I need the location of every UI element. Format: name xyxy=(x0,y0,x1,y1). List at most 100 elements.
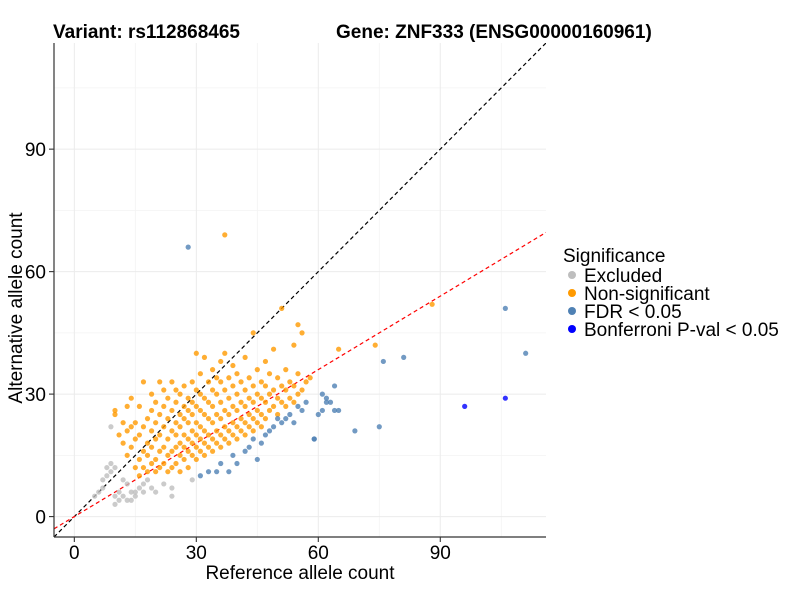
point-non-significant xyxy=(173,420,179,426)
point-non-significant xyxy=(254,420,260,426)
point-excluded xyxy=(136,485,142,491)
point-fdr-0-05 xyxy=(185,244,191,250)
point-non-significant xyxy=(234,407,240,414)
point-non-significant xyxy=(218,432,224,438)
point-non-significant xyxy=(205,432,212,438)
point-non-significant xyxy=(189,452,195,458)
point-non-significant xyxy=(258,395,264,401)
point-non-significant xyxy=(193,444,199,450)
point-fdr-0-05 xyxy=(327,399,334,405)
legend-swatch xyxy=(568,307,576,315)
point-non-significant xyxy=(177,452,183,458)
point-non-significant xyxy=(112,411,118,418)
point-non-significant xyxy=(246,375,252,381)
point-non-significant xyxy=(128,395,134,401)
point-non-significant xyxy=(214,391,220,397)
point-non-significant xyxy=(153,469,159,475)
point-non-significant xyxy=(140,448,147,454)
point-non-significant xyxy=(230,362,236,369)
point-excluded xyxy=(169,493,175,499)
point-fdr-0-05 xyxy=(275,416,281,422)
point-non-significant xyxy=(157,411,163,418)
point-excluded xyxy=(161,481,167,487)
point-non-significant xyxy=(201,411,208,418)
point-non-significant xyxy=(209,448,216,454)
point-non-significant xyxy=(250,399,256,405)
point-non-significant xyxy=(169,379,175,385)
point-fdr-0-05 xyxy=(376,424,382,430)
point-non-significant xyxy=(197,391,203,397)
point-non-significant xyxy=(279,399,285,405)
point-fdr-0-05 xyxy=(303,399,309,405)
point-non-significant xyxy=(230,383,236,389)
point-non-significant xyxy=(246,411,252,418)
point-non-significant xyxy=(222,407,228,414)
point-non-significant xyxy=(291,399,297,405)
point-fdr-0-05 xyxy=(311,436,317,442)
point-non-significant xyxy=(270,403,277,409)
point-non-significant xyxy=(275,375,281,381)
point-non-significant xyxy=(209,436,216,442)
point-non-significant xyxy=(242,420,248,426)
point-non-significant xyxy=(205,379,212,385)
point-excluded xyxy=(92,493,98,499)
point-non-significant xyxy=(258,424,264,430)
point-non-significant xyxy=(234,371,240,377)
point-non-significant xyxy=(193,456,199,463)
point-non-significant xyxy=(181,403,187,409)
point-non-significant xyxy=(209,387,216,393)
point-non-significant xyxy=(254,391,260,397)
point-excluded xyxy=(112,501,118,507)
point-non-significant xyxy=(205,416,212,422)
reference-line-fitted xyxy=(54,231,546,530)
point-fdr-0-05 xyxy=(258,440,264,446)
legend-label: Bonferroni P-val < 0.05 xyxy=(584,320,779,341)
point-excluded xyxy=(112,464,118,471)
point-fdr-0-05 xyxy=(287,411,293,418)
point-non-significant xyxy=(209,403,216,409)
point-fdr-0-05 xyxy=(299,407,305,414)
point-non-significant xyxy=(124,452,130,458)
point-fdr-0-05 xyxy=(502,305,508,311)
point-non-significant xyxy=(258,379,264,385)
point-non-significant xyxy=(262,358,269,365)
point-non-significant xyxy=(197,448,203,454)
point-non-significant xyxy=(197,424,203,430)
x-tick-label: 30 xyxy=(186,543,207,564)
x-tick-label: 90 xyxy=(430,543,451,564)
x-axis-label: Reference allele count xyxy=(205,563,395,584)
point-non-significant xyxy=(157,379,163,385)
point-non-significant xyxy=(148,460,155,467)
point-non-significant xyxy=(153,456,159,463)
point-non-significant xyxy=(218,399,224,405)
point-non-significant xyxy=(173,444,179,450)
point-non-significant xyxy=(201,354,208,360)
point-excluded xyxy=(104,473,110,479)
point-non-significant xyxy=(193,420,199,426)
y-tick-label: 90 xyxy=(25,140,46,161)
point-non-significant xyxy=(157,464,163,471)
point-non-significant xyxy=(238,428,244,434)
point-non-significant xyxy=(230,403,236,409)
point-non-significant xyxy=(185,464,191,471)
point-fdr-0-05 xyxy=(295,403,301,409)
point-non-significant xyxy=(242,403,248,409)
point-non-significant xyxy=(238,416,244,422)
point-non-significant xyxy=(222,232,228,238)
legend-label: Excluded xyxy=(584,266,662,287)
point-non-significant xyxy=(185,395,191,401)
point-excluded xyxy=(140,481,147,487)
point-fdr-0-05 xyxy=(315,411,321,418)
point-non-significant xyxy=(112,407,118,414)
point-excluded xyxy=(169,485,175,491)
point-non-significant xyxy=(181,383,187,389)
point-non-significant xyxy=(136,473,142,479)
point-excluded xyxy=(132,489,138,495)
point-excluded xyxy=(108,424,114,430)
point-non-significant xyxy=(173,432,179,438)
point-fdr-0-05 xyxy=(331,383,338,389)
point-non-significant xyxy=(165,452,171,458)
point-non-significant xyxy=(266,407,273,414)
point-excluded xyxy=(148,485,155,491)
point-bonferroni-p-val-0-05 xyxy=(502,395,508,401)
